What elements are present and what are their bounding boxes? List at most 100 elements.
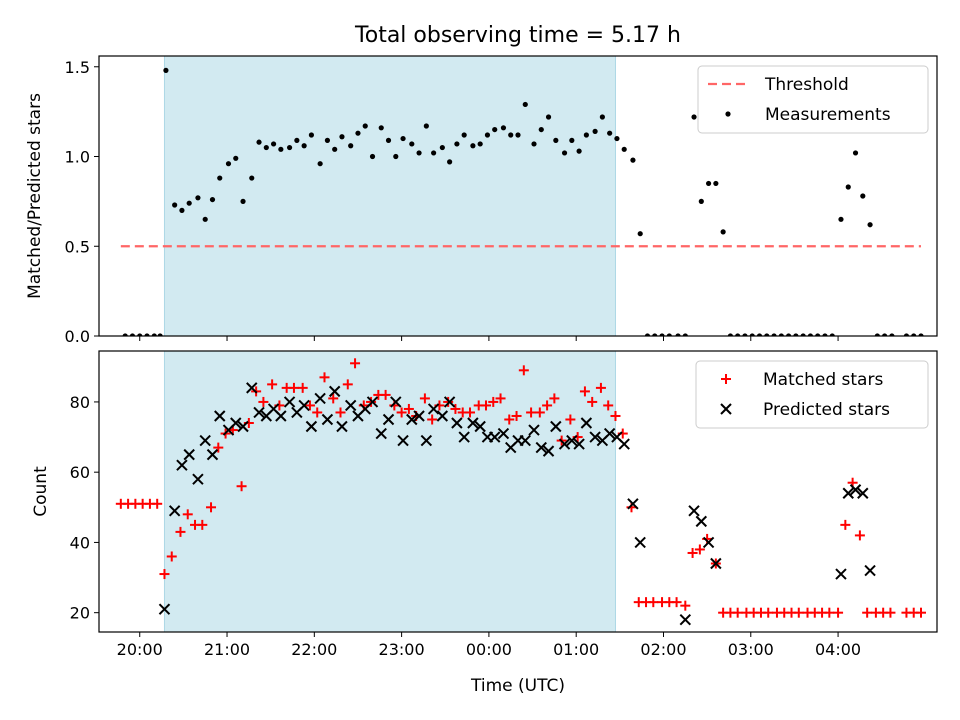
measurement-point <box>675 333 681 336</box>
predicted-star-marker <box>519 434 531 447</box>
predicted-star-marker <box>558 438 571 450</box>
matched-star-marker <box>236 481 247 492</box>
matched-star-marker <box>671 597 682 608</box>
x-tick-label: 20:00 <box>117 640 163 659</box>
bottom-panel: 20:00 21:00 22:00 23:00 00:00 01:00 02:00 03:00… <box>31 350 938 659</box>
matched-star-marker <box>182 509 193 520</box>
matched-star-marker <box>833 607 844 618</box>
predicted-star-marker <box>366 396 379 408</box>
legend-box <box>695 360 929 429</box>
measurement-point <box>339 134 345 140</box>
matched-star-marker <box>854 530 865 541</box>
measurement-point <box>409 141 415 147</box>
predicted-star-marker <box>857 487 869 499</box>
matched-star-marker <box>702 533 713 544</box>
predicted-star-marker <box>710 557 722 570</box>
measurement-point <box>477 141 483 147</box>
measurement-point <box>317 161 323 167</box>
measurement-point <box>332 146 338 152</box>
matched-star-marker <box>824 607 835 618</box>
y-tick-label: 20 <box>70 604 90 623</box>
predicted-star-marker <box>474 420 486 433</box>
matched-star-marker <box>526 407 537 418</box>
measurement-point <box>531 141 537 147</box>
measurement-point <box>793 333 799 336</box>
plot-area <box>120 56 924 336</box>
top-panel: 0.0 0.5 1.0 1.5 Matched/Predicted stars Thres… <box>25 55 938 346</box>
matched-star-marker <box>610 410 621 421</box>
predicted-star-marker <box>298 399 310 412</box>
y-tick-label: 0.0 <box>65 327 90 346</box>
y-axis-label: Matched/Predicted stars <box>25 93 45 299</box>
predicted-star-marker <box>528 424 540 436</box>
predicted-star-marker <box>253 406 265 419</box>
measurement-point <box>583 132 589 138</box>
matched-star-marker <box>312 407 323 418</box>
measurement-point <box>400 135 406 142</box>
measurement-point <box>369 153 376 160</box>
predicted-star-marker <box>849 484 862 496</box>
matched-star-marker <box>542 400 553 411</box>
predicted-star-marker <box>634 536 646 549</box>
measurement-point <box>233 155 239 161</box>
predicted-star-marker <box>390 396 402 408</box>
matched-star-marker <box>267 379 278 390</box>
x-tick-label: 22:00 <box>291 640 337 659</box>
predicted-star-marker <box>336 420 348 433</box>
x-tick-label: 01:00 <box>553 640 599 659</box>
x-tick-label: 00:00 <box>466 640 512 659</box>
measurement-point <box>666 333 672 336</box>
measurement-point <box>270 141 277 147</box>
measurement-point <box>355 130 361 136</box>
measurement-point <box>607 130 613 136</box>
predicted-star-marker <box>436 410 449 422</box>
measurement-point <box>800 333 806 336</box>
matched-star-marker <box>687 547 698 558</box>
predicted-star-marker <box>283 396 296 408</box>
matched-star-marker <box>680 600 691 611</box>
measurement-point <box>698 198 704 204</box>
axes-frame <box>98 55 938 337</box>
measurement-point <box>256 139 262 145</box>
predicted-star-marker <box>702 536 715 549</box>
measurement-point <box>918 333 924 336</box>
predicted-star-marker <box>864 564 876 577</box>
measurement-point <box>172 202 178 208</box>
legend-matched-swatch <box>721 374 731 384</box>
measurement-point <box>378 125 384 131</box>
legend-label: Threshold <box>764 75 849 95</box>
predicted-star-marker <box>489 431 501 443</box>
measurement-point <box>756 333 763 336</box>
matched-star-marker <box>549 393 560 404</box>
predicted-star-marker <box>344 399 357 412</box>
matched-star-marker <box>915 607 926 618</box>
measurement-point <box>348 143 354 149</box>
measurement-point <box>179 207 185 213</box>
predicted-star-marker <box>275 410 287 422</box>
measurement-point <box>815 333 821 336</box>
x-tick-label: 03:00 <box>728 640 774 659</box>
measurement-point <box>889 333 895 336</box>
y-tick-label: 1.5 <box>65 58 90 77</box>
measurement-point <box>778 333 784 336</box>
legend-predicted-swatch <box>720 403 732 415</box>
measurement-point <box>225 161 232 167</box>
matched-star-marker <box>328 393 339 404</box>
measurement-point <box>385 137 392 143</box>
measurement-point <box>553 137 559 143</box>
matched-star-marker <box>793 607 804 618</box>
legend-label: Predicted stars <box>763 400 890 420</box>
matched-star-marker <box>495 393 506 404</box>
predicted-star-marker <box>237 420 249 433</box>
matched-star-marker <box>488 396 499 407</box>
measurement-point <box>903 333 910 336</box>
shaded-interval <box>163 351 616 632</box>
matched-star-marker <box>419 393 430 404</box>
measurement-point <box>522 101 528 108</box>
matched-star-marker <box>258 396 269 407</box>
plot-area <box>115 351 926 632</box>
predicted-star-marker <box>176 459 188 471</box>
measurement-point <box>845 184 851 190</box>
matched-star-marker <box>443 396 454 407</box>
predicted-star-marker <box>542 445 555 457</box>
